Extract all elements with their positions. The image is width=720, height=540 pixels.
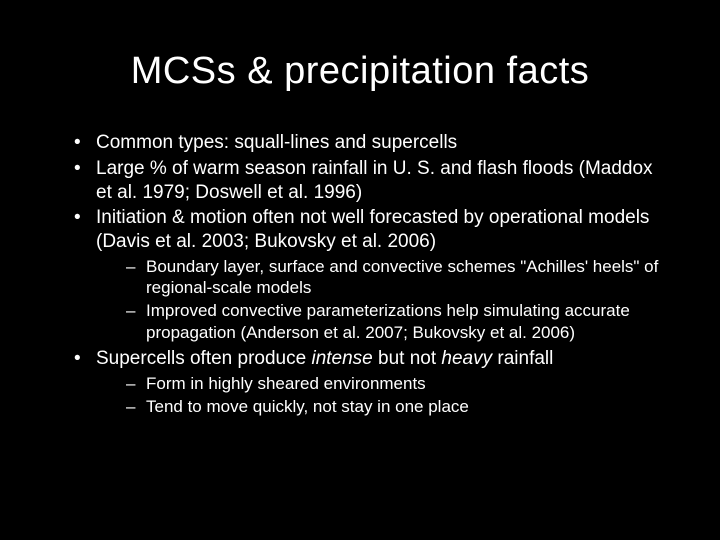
sub-bullet-list: Form in highly sheared environments Tend… [96, 373, 670, 418]
slide-title: MCSs & precipitation facts [50, 50, 670, 93]
bullet-item: Supercells often produce intense but not… [74, 347, 670, 417]
bullet-list: Common types: squall-lines and supercell… [50, 131, 670, 417]
bullet-text-segment-italic: intense [311, 348, 372, 369]
sub-bullet-text: Tend to move quickly, not stay in one pl… [146, 397, 469, 416]
bullet-text: Large % of warm season rainfall in U. S.… [96, 158, 653, 203]
bullet-item: Large % of warm season rainfall in U. S.… [74, 157, 670, 205]
sub-bullet-item: Boundary layer, surface and convective s… [126, 256, 670, 299]
bullet-text-segment: Supercells often produce [96, 348, 311, 369]
sub-bullet-item: Tend to move quickly, not stay in one pl… [126, 396, 670, 417]
bullet-text-segment: but not [373, 348, 442, 369]
bullet-text: Initiation & motion often not well forec… [96, 207, 649, 252]
bullet-text-segment: rainfall [492, 348, 553, 369]
sub-bullet-list: Boundary layer, surface and convective s… [96, 256, 670, 343]
slide: MCSs & precipitation facts Common types:… [0, 0, 720, 540]
bullet-text: Common types: squall-lines and supercell… [96, 132, 457, 153]
bullet-item: Initiation & motion often not well forec… [74, 206, 670, 343]
bullet-item: Common types: squall-lines and supercell… [74, 131, 670, 155]
bullet-text-segment-italic: heavy [441, 348, 492, 369]
sub-bullet-text: Form in highly sheared environments [146, 374, 426, 393]
sub-bullet-item: Improved convective parameterizations he… [126, 300, 670, 343]
sub-bullet-text: Improved convective parameterizations he… [146, 301, 630, 341]
sub-bullet-text: Boundary layer, surface and convective s… [146, 257, 658, 297]
sub-bullet-item: Form in highly sheared environments [126, 373, 670, 394]
